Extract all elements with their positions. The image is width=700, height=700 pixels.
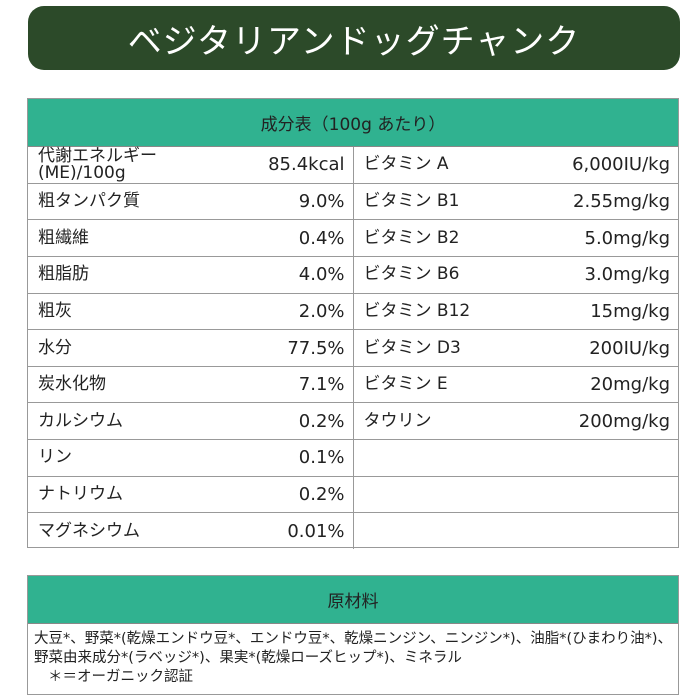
- nutrient-name: 粗タンパク質: [38, 190, 140, 211]
- nutrient-name: ビタミン B2: [363, 227, 460, 248]
- nutrition-row: [353, 440, 678, 477]
- nutrient-value: 77.5%: [287, 337, 345, 359]
- product-title: ベジタリアンドッグチャンク: [28, 6, 680, 70]
- ingredients-header: 原材料: [28, 576, 678, 624]
- nutrient-name: マグネシウム: [38, 520, 140, 541]
- nutrient-name: ビタミン D3: [363, 337, 461, 358]
- nutrient-value: 0.4%: [298, 227, 345, 249]
- nutrient-value: 4.0%: [298, 264, 345, 286]
- nutrition-row: 水分 77.5%: [28, 330, 353, 367]
- nutrient-value: 0.2%: [298, 410, 345, 432]
- nutrition-row: タウリン 200mg/kg: [353, 403, 678, 441]
- nutrient-name: 粗繊維: [38, 227, 89, 248]
- nutrition-left-column: 代謝エネルギー (ME)/100g 85.4kcal 粗タンパク質 9.0% 粗繊維 0.…: [28, 147, 354, 549]
- nutrition-row: 粗脂肪 4.0%: [28, 257, 353, 294]
- nutrient-name: 粗脂肪: [38, 264, 89, 285]
- nutrient-name: ビタミン B6: [363, 264, 460, 285]
- nutrient-name: リン: [38, 447, 72, 468]
- nutrient-value: 3.0mg/kg: [584, 264, 671, 286]
- nutrient-name: ナトリウム: [38, 484, 123, 505]
- nutrient-name: ビタミン B1: [363, 190, 460, 211]
- nutrient-value: 85.4kcal: [268, 154, 345, 176]
- nutrition-row: リン 0.1%: [28, 440, 353, 477]
- ingredients-text: 大豆*、野菜*(乾燥エンドウ豆*、エンドウ豆*、乾燥ニンジン、ニンジン*)、油脂…: [34, 631, 673, 666]
- nutrition-row: マグネシウム 0.01%: [28, 513, 353, 549]
- nutrient-value: 20mg/kg: [590, 374, 670, 396]
- nutrient-value: 5.0mg/kg: [584, 227, 671, 249]
- nutrient-name: 炭水化物: [38, 374, 106, 395]
- nutrient-name: カルシウム: [38, 410, 123, 431]
- nutrient-name: 水分: [38, 337, 72, 358]
- ingredients-box: 原材料 大豆*、野菜*(乾燥エンドウ豆*、エンドウ豆*、乾燥ニンジン、ニンジン*…: [27, 575, 679, 695]
- nutrition-row: ナトリウム 0.2%: [28, 477, 353, 514]
- nutrient-name: 代謝エネルギー (ME)/100g: [38, 145, 157, 183]
- nutrition-row: [353, 477, 678, 514]
- nutrient-name: ビタミン E: [363, 374, 448, 395]
- nutrition-row: [354, 513, 679, 549]
- nutrition-row: ビタミン B1 2.55mg/kg: [353, 184, 678, 221]
- nutrition-row: ビタミン E 20mg/kg: [353, 367, 678, 404]
- nutrient-value: 6,000IU/kg: [572, 154, 670, 176]
- nutrient-value: 2.0%: [298, 300, 345, 322]
- nutrition-row: ビタミン D3 200IU/kg: [353, 330, 678, 367]
- nutrition-row: 代謝エネルギー (ME)/100g 85.4kcal: [28, 147, 353, 184]
- nutrient-value: 200IU/kg: [589, 337, 670, 359]
- nutrient-value: 0.1%: [298, 447, 345, 469]
- nutrition-row: 粗灰 2.0%: [28, 294, 353, 331]
- nutrition-row: ビタミン A 6,000IU/kg: [353, 147, 678, 184]
- nutrient-value: 200mg/kg: [578, 410, 670, 432]
- nutrition-right-column: ビタミン A 6,000IU/kg ビタミン B1 2.55mg/kg ビタミン B2 5…: [353, 147, 679, 549]
- nutrient-value: 9.0%: [298, 190, 345, 212]
- nutrient-value: 2.55mg/kg: [573, 190, 670, 212]
- nutrition-row: カルシウム 0.2%: [28, 403, 353, 441]
- nutrition-table-header: 成分表（100g あたり）: [28, 99, 678, 147]
- nutrition-row: ビタミン B2 5.0mg/kg: [353, 220, 678, 257]
- nutrient-value: 0.01%: [287, 520, 345, 542]
- nutrient-name: 粗灰: [38, 300, 72, 321]
- nutrient-value: 0.2%: [298, 484, 345, 506]
- nutrient-name: ビタミン B12: [363, 300, 471, 321]
- nutrition-table: 成分表（100g あたり） 代謝エネルギー (ME)/100g 85.4kcal 粗…: [27, 98, 679, 549]
- nutrient-name: タウリン: [363, 410, 432, 431]
- organic-note: ＊＝オーガニック認証: [48, 669, 193, 685]
- nutrition-row: 粗繊維 0.4%: [28, 220, 353, 257]
- nutrition-row: ビタミン B12 15mg/kg: [353, 294, 678, 331]
- nutrition-row: 粗タンパク質 9.0%: [28, 184, 353, 221]
- nutrition-row: 炭水化物 7.1%: [28, 367, 353, 404]
- nutrient-value: 15mg/kg: [590, 300, 670, 322]
- nutrient-value: 7.1%: [298, 374, 345, 396]
- nutrition-row: ビタミン B6 3.0mg/kg: [353, 257, 678, 294]
- nutrient-name: ビタミン A: [363, 154, 449, 175]
